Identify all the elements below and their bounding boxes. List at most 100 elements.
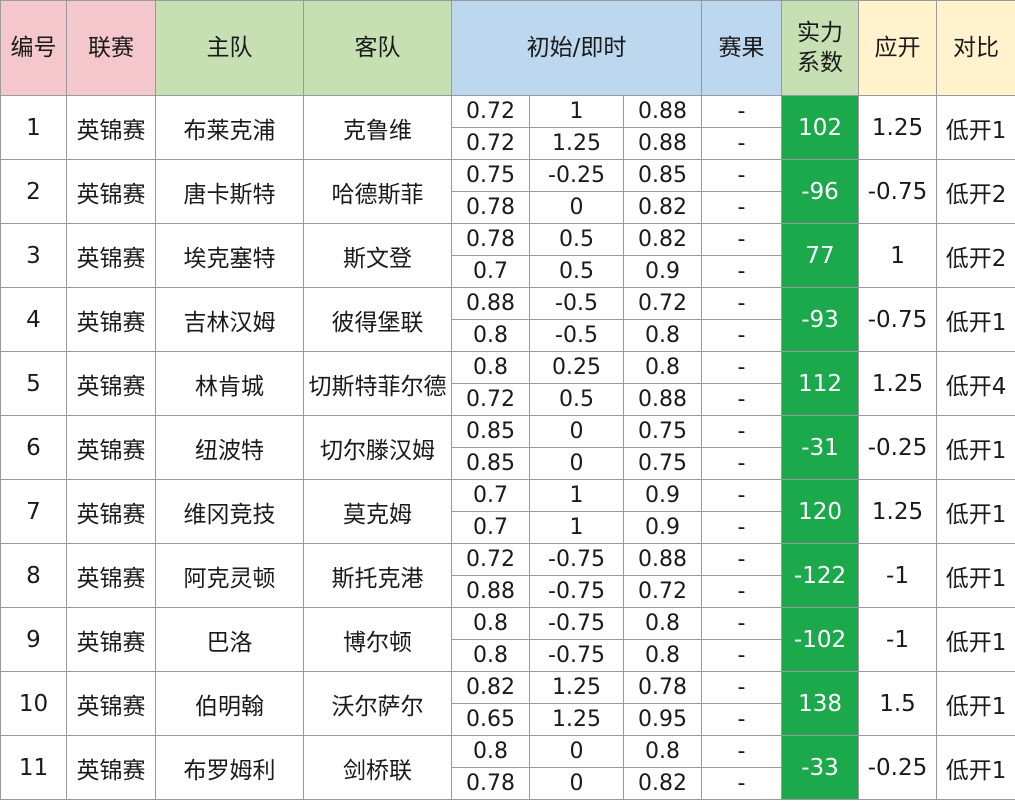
initial-home-odds: 0.7 — [451, 479, 530, 512]
table-row-live: 0.7 1 0.9- — [1, 511, 1015, 544]
initial-handicap-line: 1 — [529, 95, 624, 128]
live-home-odds: 0.88 — [451, 575, 530, 608]
live-home-odds: 0.7 — [451, 255, 530, 288]
expected-line: -0.75 — [858, 287, 938, 352]
compare-value: 低开1 — [936, 607, 1015, 672]
home-team: 唐卡斯特 — [155, 159, 304, 224]
compare-value: 低开4 — [936, 351, 1015, 416]
live-home-odds: 0.7 — [451, 511, 530, 544]
initial-handicap-line: -0.5 — [529, 287, 624, 320]
initial-home-odds: 0.72 — [451, 95, 530, 128]
league-name: 英锦赛 — [66, 351, 156, 416]
home-team: 布莱克浦 — [155, 95, 304, 160]
compare-value: 低开1 — [936, 415, 1015, 480]
live-handicap-line: 0 — [529, 447, 624, 480]
live-away-odds: 0.82 — [622, 767, 703, 800]
compare-value: 低开2 — [936, 223, 1015, 288]
compare-value: 低开2 — [936, 159, 1015, 224]
initial-away-odds: 0.8 — [622, 735, 703, 768]
table-row-live: 0.8 -0.5 0.8- — [1, 319, 1015, 352]
match-id: 2 — [0, 159, 67, 224]
live-away-odds: 0.8 — [622, 319, 703, 352]
initial-away-odds: 0.88 — [622, 95, 703, 128]
initial-handicap-line: 0 — [529, 735, 624, 768]
header-expected: 应开 — [858, 0, 938, 96]
live-away-odds: 0.88 — [622, 127, 703, 160]
header-result: 赛果 — [701, 0, 783, 96]
live-away-odds: 0.9 — [622, 255, 703, 288]
result-live: - — [701, 575, 783, 608]
live-home-odds: 0.65 — [451, 703, 530, 736]
result-initial: - — [701, 671, 783, 704]
header-away: 客队 — [303, 0, 452, 96]
away-team: 克鲁维 — [303, 95, 452, 160]
result-initial: - — [701, 479, 783, 512]
initial-handicap-line: 1 — [529, 479, 624, 512]
header-strength: 实力 系数 — [781, 0, 860, 96]
away-team: 沃尔萨尔 — [303, 671, 452, 736]
home-team: 维冈竞技 — [155, 479, 304, 544]
result-initial: - — [701, 607, 783, 640]
match-id: 10 — [0, 671, 67, 736]
initial-home-odds: 0.88 — [451, 287, 530, 320]
live-away-odds: 0.75 — [622, 447, 703, 480]
result-live: - — [701, 511, 783, 544]
match-id: 11 — [0, 735, 67, 800]
live-away-odds: 0.8 — [622, 639, 703, 672]
home-team: 林肯城 — [155, 351, 304, 416]
league-name: 英锦赛 — [66, 607, 156, 672]
away-team: 彼得堡联 — [303, 287, 452, 352]
header-compare: 对比 — [936, 0, 1015, 96]
initial-away-odds: 0.8 — [622, 351, 703, 384]
table-row-live: 0.88 -0.75 0.72- — [1, 575, 1015, 608]
table-row-live: 0.78 0 0.82- — [1, 767, 1015, 800]
result-initial: - — [701, 735, 783, 768]
result-initial: - — [701, 415, 783, 448]
table-row-live: 0.8 -0.75 0.8- — [1, 639, 1015, 672]
initial-away-odds: 0.85 — [622, 159, 703, 192]
table-row-live: 0.85 0 0.75- — [1, 447, 1015, 480]
initial-handicap-line: -0.75 — [529, 543, 624, 576]
away-team: 剑桥联 — [303, 735, 452, 800]
strength-value: -31 — [781, 415, 860, 480]
result-initial: - — [701, 159, 783, 192]
table-row-live: 0.72 0.5 0.88- — [1, 383, 1015, 416]
expected-line: 1 — [858, 223, 938, 288]
live-away-odds: 0.82 — [622, 191, 703, 224]
expected-line: -1 — [858, 543, 938, 608]
initial-home-odds: 0.72 — [451, 543, 530, 576]
result-live: - — [701, 639, 783, 672]
live-handicap-line: 0.5 — [529, 255, 624, 288]
header-id: 编号 — [0, 0, 67, 96]
initial-away-odds: 0.75 — [622, 415, 703, 448]
away-team: 斯托克港 — [303, 543, 452, 608]
live-away-odds: 0.95 — [622, 703, 703, 736]
initial-home-odds: 0.8 — [451, 351, 530, 384]
away-team: 哈德斯菲 — [303, 159, 452, 224]
away-team: 切斯特菲尔德 — [303, 351, 452, 416]
league-name: 英锦赛 — [66, 223, 156, 288]
live-handicap-line: 1.25 — [529, 127, 624, 160]
table-row: 8 英锦赛 阿克灵顿 斯托克港 0.72 -0.75 0.88- -122 -1 低开1 — [0, 543, 1015, 608]
live-away-odds: 0.72 — [622, 575, 703, 608]
table-row: 7 英锦赛 维冈竞技 莫克姆 0.7 1 0.9-120 1.25 低开1 — [0, 479, 1015, 544]
header-home: 主队 — [155, 0, 304, 96]
result-live: - — [701, 319, 783, 352]
initial-home-odds: 0.8 — [451, 607, 530, 640]
table-row-live: 0.65 1.25 0.95- — [1, 703, 1015, 736]
expected-line: 1.5 — [858, 671, 938, 736]
strength-value: 138 — [781, 671, 860, 736]
header-strength-line1: 实力 — [797, 20, 844, 46]
match-id: 7 — [0, 479, 67, 544]
live-home-odds: 0.78 — [451, 191, 530, 224]
away-team: 切尔滕汉姆 — [303, 415, 452, 480]
league-name: 英锦赛 — [66, 671, 156, 736]
live-home-odds: 0.8 — [451, 639, 530, 672]
initial-handicap-line: 0 — [529, 415, 624, 448]
header-strength-line2: 系数 — [797, 50, 844, 76]
table-row: 11 英锦赛 布罗姆利 剑桥联 0.8 0 0.8- -33 -0.25 低开1 — [0, 735, 1015, 800]
initial-away-odds: 0.88 — [622, 543, 703, 576]
header-league: 联赛 — [66, 0, 156, 96]
initial-handicap-line: -0.75 — [529, 607, 624, 640]
table-row-live: 0.78 0 0.82- — [1, 191, 1015, 224]
